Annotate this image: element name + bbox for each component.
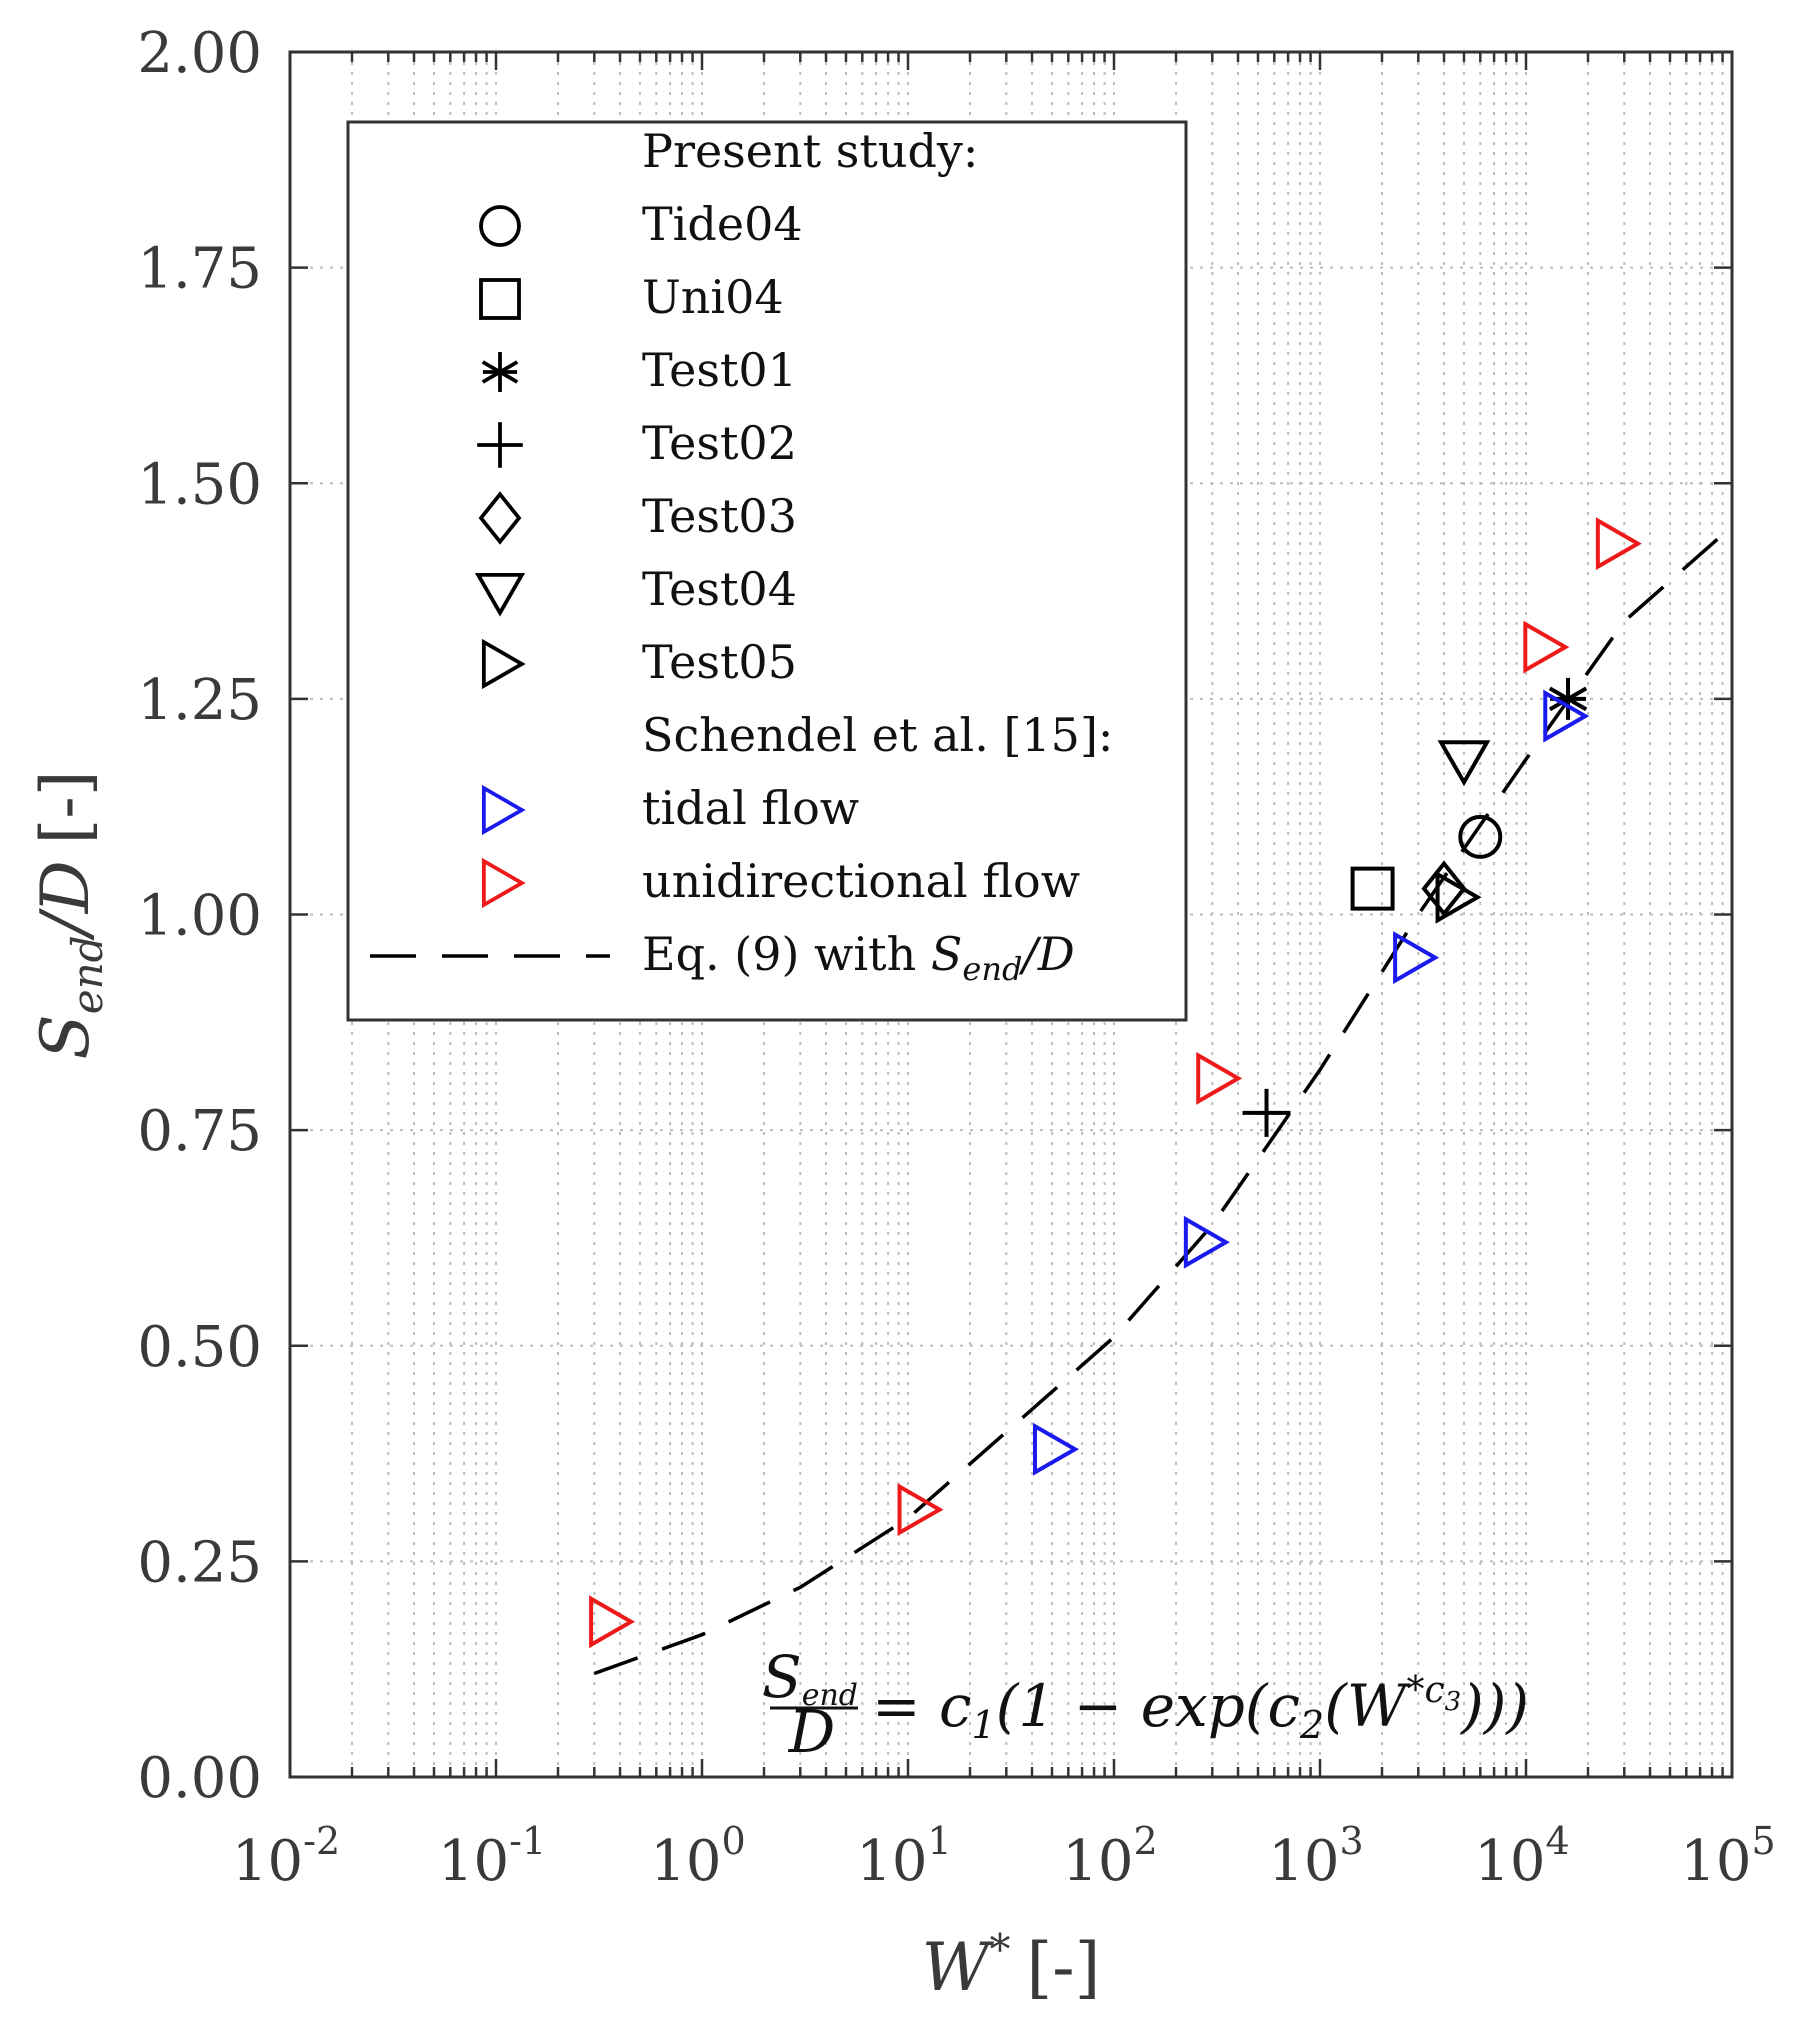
legend-item: Eq. (9) with Send/D: [370, 927, 1075, 988]
legend-label: Eq. (9) with Send/D: [642, 927, 1075, 988]
legend-marker: [477, 422, 523, 468]
legend-label: Tide04: [642, 197, 803, 251]
legend-item: Tide04: [479, 197, 803, 251]
legend-item: Test04: [474, 562, 797, 617]
marker-unidirectional-flow: [1523, 620, 1570, 674]
x-tick-label: 103: [1268, 1819, 1363, 1894]
legend-marker: [481, 857, 526, 909]
legend-marker: [478, 491, 522, 545]
y-tick-label: 0.75: [137, 1099, 262, 1164]
legend-label: Test02: [642, 416, 797, 470]
y-tick-label: 0.50: [137, 1315, 262, 1380]
marker-test05: [1435, 870, 1482, 924]
legend-item: Test03: [478, 489, 797, 545]
legend-label: Test05: [642, 635, 797, 689]
legend-item: Schendel et al. [15]:: [642, 708, 1113, 762]
legend-marker: [474, 572, 526, 617]
data-markers: [589, 517, 1642, 1649]
legend-label: Uni04: [642, 270, 784, 324]
legend-box: [346, 120, 1188, 1022]
x-tick-label: 102: [1062, 1819, 1157, 1894]
equation-annotation: Send D = c1(1 − exp(c2(W*c3))): [762, 1643, 1529, 1766]
legend-label: Schendel et al. [15]:: [642, 708, 1113, 762]
marker-unidirectional-flow: [589, 1595, 636, 1649]
marker-tidal-flow: [1183, 1215, 1230, 1269]
marker-unidirectional-flow: [1595, 517, 1642, 571]
legend-marker: [479, 205, 521, 247]
legend-marker: [479, 278, 521, 320]
y-axis-label: Send/D[-]: [27, 771, 112, 1060]
legend-item: Test01: [481, 343, 797, 397]
marker-tide04: [1458, 814, 1503, 859]
legend-label: unidirectional flow: [642, 854, 1080, 908]
marker-test02: [1242, 1088, 1291, 1137]
marker-test03: [1421, 860, 1467, 917]
marker-unidirectional-flow: [897, 1483, 944, 1537]
legend-marker: [481, 784, 526, 836]
legend-item: Present study:: [642, 124, 978, 178]
marker-unidirectional-flow: [1196, 1051, 1243, 1105]
x-axis-label: W* [-]: [922, 1925, 1101, 2006]
y-tick-label: 1.50: [137, 452, 262, 517]
y-tick-label: 0.25: [137, 1530, 262, 1595]
x-tick-label: 105: [1680, 1819, 1775, 1894]
marker-uni04: [1350, 866, 1395, 911]
legend-label: Test04: [642, 562, 797, 616]
marker-tidal-flow: [1032, 1422, 1080, 1476]
y-tick-labels: 0.00 0.25 0.50 0.75 1.00 1.25 1.50 1.75 2.00: [137, 21, 262, 1811]
y-tick-label: 2.00: [137, 21, 262, 86]
x-tick-labels: 10-2 10-1 100 101 102 103 104 105: [232, 1819, 1776, 1894]
x-tick-label: 101: [856, 1819, 951, 1894]
legend-item: Test02: [477, 416, 797, 470]
axis-ticks: [288, 50, 1732, 1779]
legend-item: Test05: [481, 635, 797, 690]
y-tick-label: 0.00: [137, 1746, 262, 1811]
legend-marker: [481, 638, 526, 690]
y-tick-label: 1.25: [137, 668, 262, 733]
marker-test04: [1437, 740, 1491, 787]
legend-item: unidirectional flow: [481, 854, 1080, 909]
legend-item: Uni04: [479, 270, 784, 324]
legend-marker: [481, 352, 519, 392]
svg-text:= c1(1 − exp(c2(W*c3))): = c1(1 − exp(c2(W*c3))): [872, 1670, 1529, 1747]
x-tick-label: 100: [650, 1819, 745, 1894]
y-tick-label: 1.75: [137, 237, 262, 302]
svg-text:D: D: [788, 1698, 836, 1766]
legend: Present study: Tide04 Uni04 Test01 Test02 Tes…: [346, 120, 1188, 1022]
y-tick-label: 1.00: [137, 884, 262, 949]
marker-tidal-flow: [1543, 689, 1590, 743]
legend-label: Test01: [642, 343, 797, 397]
legend-label: Present study:: [642, 124, 978, 178]
legend-label: Test03: [642, 489, 797, 543]
legend-item: tidal flow: [481, 781, 859, 836]
x-tick-label: 10-2: [232, 1819, 340, 1894]
x-tick-label: 104: [1474, 1819, 1569, 1894]
x-tick-label: 10-1: [438, 1819, 546, 1894]
legend-label: tidal flow: [642, 781, 859, 835]
marker-tidal-flow: [1393, 931, 1440, 985]
